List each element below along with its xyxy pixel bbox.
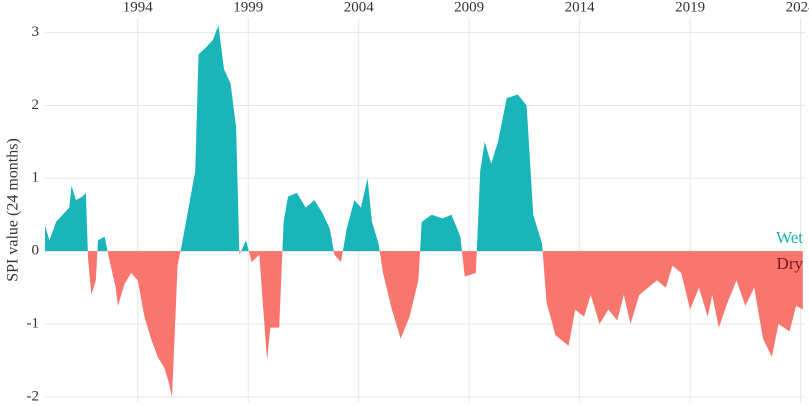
y-tick-label: 3 [32,24,40,40]
x-tick-label: 2024 [786,0,809,15]
x-tick-label: 2004 [344,0,375,15]
y-tick-label: -2 [27,388,40,404]
y-tick-label: 1 [32,170,40,186]
y-tick-label: -1 [27,315,40,331]
y-tick-label: 2 [32,97,40,113]
y-tick-label: 0 [32,243,40,259]
wet-label: Wet [776,228,803,247]
x-tick-label: 1999 [233,0,263,15]
dry-label: Dry [777,254,804,273]
x-tick-label: 2009 [454,0,484,15]
x-tick-label: 2019 [675,0,705,15]
dry-area [45,251,803,397]
x-tick-label: 2014 [565,0,596,15]
x-tick-label: 1994 [123,0,154,15]
wet-area [45,25,543,252]
y-axis-label: SPI value (24 months) [5,138,22,282]
